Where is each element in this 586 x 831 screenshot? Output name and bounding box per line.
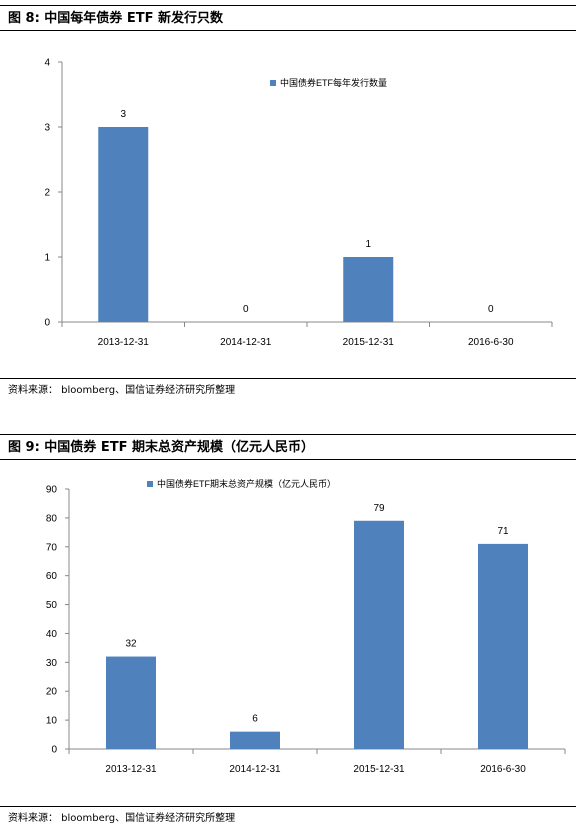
y-tick-label: 70 — [46, 542, 58, 553]
data-label: 1 — [365, 239, 371, 250]
y-tick-label: 0 — [44, 318, 50, 329]
y-tick-label: 90 — [46, 485, 58, 496]
data-label: 3 — [120, 109, 126, 120]
chart-etf-issuance-count: 0 1 2 3 4 3 2013-12-31 0 2014-12-31 1 2015-12-31 0 2… — [44, 58, 553, 348]
bar — [230, 731, 280, 749]
figure-9-title: 图 9: 中国债券 ETF 期末总资产规模（亿元人民币） — [0, 434, 576, 460]
y-tick-label: 20 — [46, 687, 58, 698]
x-tick-label: 2015-12-31 — [353, 764, 405, 775]
y-tick-label: 3 — [44, 123, 50, 134]
y-tick-label: 30 — [46, 658, 58, 669]
data-label: 32 — [125, 639, 137, 650]
bar — [343, 257, 394, 322]
y-tick-label: 4 — [44, 58, 50, 69]
x-tick-label: 2013-12-31 — [105, 764, 157, 775]
figure-8-title: 图 8: 中国每年债券 ETF 新发行只数 — [0, 5, 576, 31]
legend-label: 中国债券ETF每年发行数量 — [280, 77, 387, 88]
figure-9-source: 资料来源： bloomberg、国信证券经济研究所整理 — [0, 806, 576, 830]
data-label: 79 — [373, 503, 385, 514]
x-tick-label: 2015-12-31 — [343, 337, 395, 348]
data-label: 0 — [243, 304, 249, 315]
x-tick-label: 2013-12-31 — [98, 337, 150, 348]
y-tick-label: 0 — [51, 745, 57, 756]
x-tick-label: 2014-12-31 — [229, 764, 281, 775]
legend-swatch — [147, 481, 153, 487]
y-tick-label: 60 — [46, 571, 58, 582]
x-tick-label: 2016-6-30 — [480, 764, 526, 775]
bar — [98, 127, 149, 322]
figure-8-source: 资料来源： bloomberg、国信证券经济研究所整理 — [0, 378, 576, 402]
data-label: 0 — [488, 304, 494, 315]
legend-label: 中国债券ETF期末总资产规模（亿元人民币） — [157, 478, 336, 489]
data-label: 6 — [252, 714, 258, 725]
x-tick-label: 2016-6-30 — [468, 337, 514, 348]
bar — [354, 520, 404, 749]
y-tick-label: 40 — [46, 629, 58, 640]
legend-swatch — [270, 80, 276, 86]
chart-etf-total-assets: 0 10 20 30 40 50 60 70 80 90 32 2013-12-31 6 2014-12-… — [46, 478, 566, 775]
bar — [478, 543, 528, 749]
y-tick-label: 80 — [46, 513, 58, 524]
data-label: 71 — [497, 526, 509, 537]
y-tick-label: 1 — [44, 253, 50, 264]
y-tick-label: 50 — [46, 600, 58, 611]
y-tick-label: 10 — [46, 716, 58, 727]
x-tick-label: 2014-12-31 — [220, 337, 272, 348]
y-tick-label: 2 — [44, 188, 50, 199]
bar — [106, 656, 156, 749]
